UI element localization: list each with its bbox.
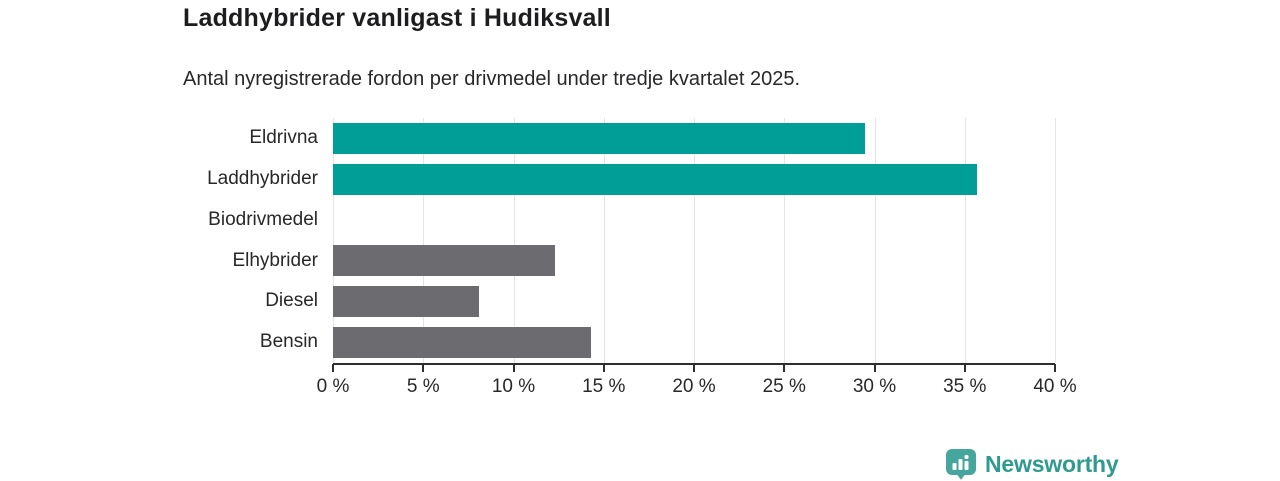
x-tick-15 — [602, 364, 605, 372]
bar-eldrivna — [333, 122, 866, 154]
gridline-25 — [784, 118, 786, 363]
x-tick-label-30: 30 % — [852, 376, 897, 397]
newsworthy-bar-chart-bubble-icon — [946, 449, 976, 480]
y-label-biodrivmedel: Biodrivmedel — [208, 208, 318, 230]
x-tick-label-35: 35 % — [943, 376, 987, 397]
x-axis: 0 % 5 % 10 % 15 % 20 % 25 % 30 % 35 % 40 % — [0, 363, 1280, 408]
plot-area — [333, 118, 1056, 365]
gridline-40 — [1055, 118, 1056, 363]
bar-diesel — [333, 286, 480, 318]
gridline-20 — [694, 118, 695, 363]
x-tick-label-25: 25 % — [762, 376, 806, 397]
y-label-eldrivna: Eldrivna — [249, 127, 318, 148]
newsworthy-logo: Newsworthy — [945, 448, 1119, 481]
y-label-diesel: Diesel — [265, 290, 318, 312]
gridline-5 — [423, 118, 425, 363]
x-tick-label-5: 5 % — [406, 376, 440, 397]
bar-bensin — [333, 327, 592, 359]
bar-laddhybrider — [333, 163, 978, 195]
gridline-30 — [874, 118, 876, 363]
page-title: Laddhybrider vanligast i Hudiksvall — [183, 4, 611, 32]
x-tick-40 — [1054, 364, 1056, 372]
x-tick-25 — [783, 364, 786, 372]
x-tick-label-15: 15 % — [582, 376, 626, 397]
y-label-elhybrider: Elhybrider — [232, 249, 318, 271]
gridline-15 — [603, 118, 605, 363]
newsworthy-logo-text: Newsworthy — [985, 451, 1119, 477]
x-tick-35 — [963, 364, 966, 372]
x-tick-10 — [512, 364, 515, 372]
x-tick-label-10: 10 % — [491, 376, 536, 397]
y-label-bensin: Bensin — [259, 331, 318, 353]
x-tick-5 — [422, 364, 425, 372]
x-tick-0 — [332, 364, 334, 372]
bar-chart: Eldrivna Laddhybrider Biodrivmedel Elhybrid… — [0, 118, 1280, 408]
chart-subtitle: Antal nyregistrerade fordon per drivmede… — [183, 68, 801, 90]
x-tick-label-0: 0 % — [316, 376, 350, 397]
x-tick-30 — [873, 364, 876, 372]
y-axis-labels: Eldrivna Laddhybrider Biodrivmedel Elhybrid… — [0, 118, 318, 363]
y-label-laddhybrider: Laddhybrider — [207, 167, 318, 189]
x-tick-label-40: 40 % — [1033, 376, 1077, 397]
bar-elhybrider — [333, 245, 555, 277]
x-tick-20 — [693, 364, 695, 372]
gridline-10 — [513, 118, 515, 363]
gridline-35 — [964, 118, 966, 363]
x-tick-label-20: 20 % — [672, 376, 716, 397]
gridline-0 — [333, 118, 334, 363]
